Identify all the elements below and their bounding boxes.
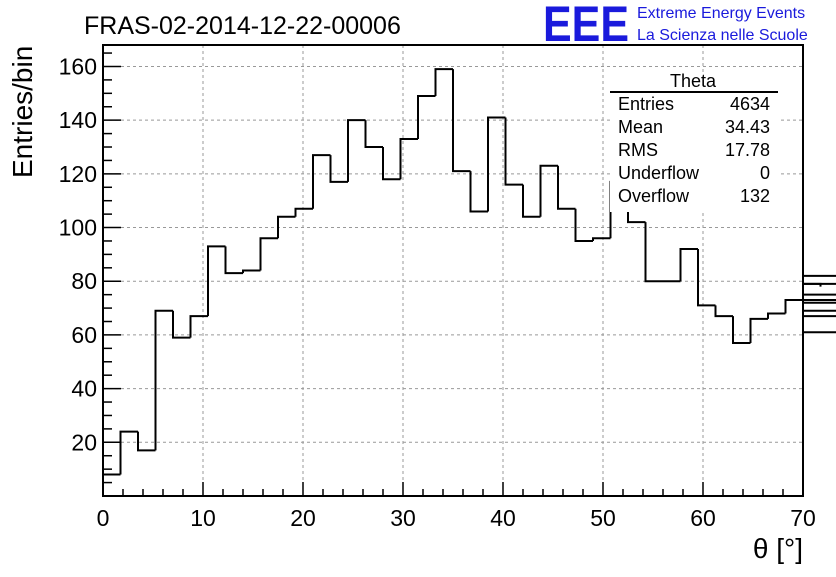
histogram-bin	[207, 245, 226, 317]
x-tick-label: 70	[790, 505, 816, 531]
tick-labels: 0 10 20 30 40 50 60 70 20 40 60 80 100 120 140 160	[59, 53, 816, 531]
histogram-bin	[399, 137, 418, 180]
stat-value-rms: 17.78	[725, 140, 770, 160]
y-tick-label: 20	[71, 429, 97, 455]
y-tick-label: 40	[71, 376, 97, 402]
stats-box: Theta Entries 4634 Mean 34.43 RMS 17.78 …	[610, 71, 778, 212]
histogram-bin	[294, 207, 313, 217]
y-tick-label: 120	[59, 161, 97, 187]
stats-box-background	[610, 72, 778, 212]
plot-frame	[102, 44, 804, 497]
histogram-bin	[749, 317, 768, 343]
axis-ticks	[102, 52, 804, 496]
stat-label-overflow: Overflow	[618, 186, 690, 206]
histogram-bin	[277, 215, 296, 239]
histogram-bin	[242, 269, 261, 274]
x-tick-label: 40	[490, 505, 516, 531]
stat-label-underflow: Underflow	[618, 163, 700, 183]
x-tick-label: 30	[390, 505, 416, 531]
histogram-bin	[312, 154, 331, 209]
y-tick-label: 140	[59, 107, 97, 133]
y-tick-label: 160	[59, 53, 97, 79]
x-tick-label: 20	[290, 505, 316, 531]
histogram-bin	[364, 120, 383, 149]
x-tick-label: 50	[590, 505, 616, 531]
logo-line-1: Extreme Energy Events	[637, 5, 805, 22]
stat-label-entries: Entries	[618, 94, 674, 114]
stat-label-rms: RMS	[618, 140, 658, 160]
histogram-bin	[469, 171, 488, 213]
histogram-bin	[102, 473, 121, 496]
logo-line-2: La Scienza nelle Scuole	[637, 27, 808, 44]
histogram-bin	[803, 315, 836, 318]
grid-lines	[103, 45, 803, 496]
histogram-bin	[224, 246, 243, 275]
histogram-bin	[803, 299, 836, 302]
histogram-bin	[539, 164, 558, 217]
histogram-bin	[189, 315, 208, 338]
x-tick-label: 10	[190, 505, 216, 531]
histogram-bin	[347, 119, 366, 182]
stat-value-mean: 34.43	[725, 117, 770, 137]
chart-title: FRAS-02-2014-12-22-00006	[84, 12, 401, 40]
stats-box-title: Theta	[670, 71, 717, 91]
y-tick-label: 80	[71, 268, 97, 294]
histogram-bin	[329, 155, 348, 183]
histogram-bin	[557, 165, 576, 210]
histogram-bin	[382, 147, 401, 181]
y-tick-label: 100	[59, 215, 97, 241]
histogram-bin	[803, 274, 836, 277]
histogram-bin	[574, 208, 593, 242]
histogram-bin	[732, 316, 751, 344]
histogram-bin	[417, 95, 436, 139]
y-tick-label: 60	[71, 322, 97, 348]
histogram-bin	[452, 69, 471, 173]
histogram-bin	[803, 309, 836, 312]
histogram-bin	[434, 68, 453, 97]
histogram-bin	[154, 309, 173, 451]
histogram-bin	[522, 184, 541, 218]
histogram-bin	[504, 117, 523, 186]
y-axis-title: Entries/bin	[7, 46, 38, 178]
histogram-bin	[697, 249, 716, 307]
logo-mark: EEE	[543, 0, 629, 52]
histogram-bin	[714, 305, 733, 318]
x-axis-title: θ [°]	[753, 533, 803, 564]
histogram-bin	[644, 222, 663, 283]
histogram-bin	[803, 331, 836, 334]
histogram-bin	[592, 237, 611, 241]
histogram-bin	[172, 310, 191, 339]
histogram-bin	[784, 299, 803, 314]
x-tick-label: 60	[690, 505, 716, 531]
stat-value-overflow: 132	[740, 186, 770, 206]
histogram-bin	[259, 237, 278, 271]
eee-logo: EEE Extreme Energy Events La Scienza nel…	[543, 0, 808, 52]
stat-label-mean: Mean	[618, 117, 663, 137]
histogram-bin	[487, 116, 506, 212]
x-tick-label: 0	[97, 505, 110, 531]
histogram-bin	[119, 430, 138, 475]
stat-value-entries: 4634	[730, 94, 770, 114]
histogram-bin	[679, 248, 698, 282]
histogram-bin	[767, 312, 786, 319]
stat-value-underflow: 0	[760, 163, 770, 183]
histogram-bin	[137, 431, 156, 452]
